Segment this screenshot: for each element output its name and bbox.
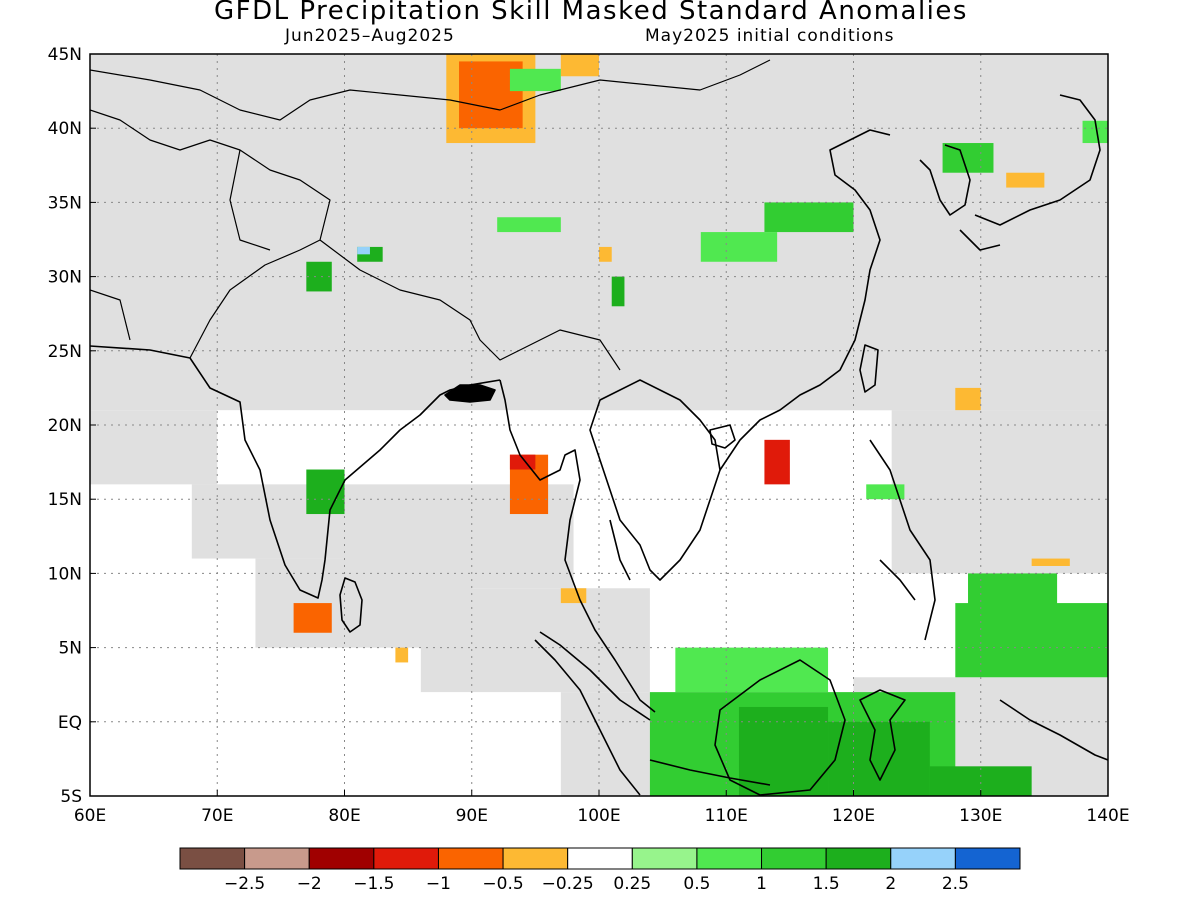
legend-swatch bbox=[954, 847, 1021, 870]
anomaly-patch bbox=[955, 387, 981, 411]
season-label: Jun2025–Aug2025 bbox=[285, 26, 455, 46]
lon-tick-label: 100E bbox=[577, 806, 620, 826]
anomaly-patch bbox=[497, 217, 561, 233]
anomaly-patch bbox=[357, 246, 370, 255]
anomaly-patch bbox=[675, 647, 829, 693]
anomaly-patch bbox=[293, 603, 332, 633]
legend-swatch bbox=[308, 847, 375, 870]
legend-label: 0.25 bbox=[613, 874, 651, 894]
init-conditions-label: May2025 initial conditions bbox=[645, 26, 895, 46]
anomaly-patch bbox=[866, 484, 905, 500]
anomaly-patch bbox=[560, 588, 587, 604]
lat-tick-label: 40N bbox=[48, 119, 82, 139]
anomaly-patch bbox=[560, 54, 599, 77]
anomaly-patch bbox=[942, 143, 994, 173]
legend-label: −2.5 bbox=[224, 874, 265, 894]
anomaly-patch bbox=[828, 721, 930, 796]
lon-tick-label: 70E bbox=[201, 806, 233, 826]
legend-swatch bbox=[567, 847, 633, 870]
legend-label: 2.5 bbox=[942, 874, 969, 894]
anomaly-patch bbox=[395, 647, 409, 663]
legend-label: −1.5 bbox=[353, 874, 394, 894]
anomaly-patch bbox=[764, 439, 790, 485]
lat-tick-label: EQ bbox=[58, 713, 82, 733]
lon-tick-label: 130E bbox=[959, 806, 1002, 826]
anomaly-patch bbox=[306, 469, 345, 515]
legend-swatch bbox=[761, 847, 827, 870]
legend-swatch bbox=[179, 847, 246, 870]
lat-tick-label: 45N bbox=[48, 45, 82, 65]
skill-mask-region bbox=[560, 692, 650, 796]
anomaly-patch bbox=[306, 261, 332, 292]
legend-label: 1 bbox=[756, 874, 767, 894]
anomaly-patch bbox=[700, 232, 778, 262]
lon-tick-label: 60E bbox=[74, 806, 106, 826]
anomaly-layer bbox=[293, 54, 1108, 796]
anomaly-patch bbox=[968, 573, 1058, 648]
lat-tick-label: 30N bbox=[48, 268, 82, 288]
lon-tick-label: 120E bbox=[832, 806, 875, 826]
lat-tick-label: 5N bbox=[58, 639, 82, 659]
gridlines bbox=[90, 54, 1108, 796]
legend-swatch bbox=[502, 847, 569, 870]
anomaly-patch bbox=[509, 454, 536, 470]
coastlines bbox=[90, 59, 1108, 796]
anomaly-patch bbox=[1082, 120, 1108, 144]
anomaly-patch bbox=[611, 276, 625, 307]
legend-swatch bbox=[631, 847, 698, 870]
lat-tick-label: 25N bbox=[48, 342, 82, 362]
legend-label: −2 bbox=[297, 874, 322, 894]
axis-labels: 60E 70E 80E 90E 100E 110E 120E 130E 140E 45N 40N 35… bbox=[48, 45, 1130, 826]
anomaly-patch bbox=[509, 68, 561, 92]
anomaly-patch bbox=[764, 202, 854, 233]
legend-label: 1.5 bbox=[813, 874, 840, 894]
lon-tick-label: 80E bbox=[328, 806, 360, 826]
map-title: GFDL Precipitation Skill Masked Standard… bbox=[214, 0, 968, 26]
lon-tick-label: 140E bbox=[1086, 806, 1129, 826]
skill-mask-region bbox=[891, 410, 1108, 574]
lat-tick-label: 35N bbox=[48, 193, 82, 213]
anomaly-patch bbox=[1031, 558, 1070, 566]
legend-label: −0.25 bbox=[542, 874, 594, 894]
legend-swatch bbox=[373, 847, 439, 870]
lon-tick-label: 90E bbox=[456, 806, 488, 826]
lon-tick-label: 110E bbox=[705, 806, 748, 826]
skill-mask-region bbox=[90, 410, 218, 485]
legend-label: −0.5 bbox=[482, 874, 523, 894]
legend-swatch bbox=[244, 847, 310, 870]
legend-swatch bbox=[890, 847, 956, 870]
anomaly-patch bbox=[599, 246, 612, 262]
lat-tick-label: 15N bbox=[48, 490, 82, 510]
legend-swatch bbox=[825, 847, 892, 870]
legend-label: 2 bbox=[885, 874, 896, 894]
legend-label: 0.5 bbox=[683, 874, 710, 894]
anomaly-patch bbox=[1006, 172, 1045, 188]
lat-tick-label: 5S bbox=[60, 787, 82, 807]
lat-tick-label: 10N bbox=[48, 564, 82, 584]
legend-swatch bbox=[696, 847, 763, 870]
lat-tick-label: 20N bbox=[48, 416, 82, 436]
legend-label: −1 bbox=[426, 874, 451, 894]
legend-swatch bbox=[437, 847, 504, 870]
color-legend: −2.5 −2 −1.5 −1 −0.5 −0.25 0.25 0.5 1 1.5 2 2.5 bbox=[179, 847, 1021, 894]
